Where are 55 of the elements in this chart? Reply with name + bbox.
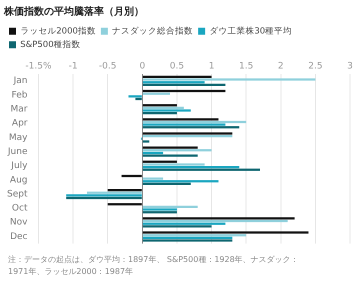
bar	[142, 168, 260, 171]
y-tick-label: Feb	[12, 90, 28, 100]
bar	[142, 211, 177, 214]
bar	[142, 146, 198, 149]
bar	[142, 126, 240, 128]
bar	[86, 192, 142, 194]
bar	[135, 98, 142, 100]
bar	[142, 225, 212, 228]
y-tick-label: Dec	[10, 232, 28, 242]
x-tick-label: 0.5	[170, 62, 184, 72]
legend-label: ラッセル2000指数	[20, 25, 96, 36]
bar	[108, 203, 142, 206]
y-tick-label: Aug	[10, 175, 28, 186]
bar	[142, 180, 218, 182]
x-tick-label: -1	[68, 62, 78, 72]
x-tick-label: 1.5	[239, 62, 254, 72]
y-tick-label: Nov	[10, 218, 28, 228]
bar	[142, 81, 205, 84]
legend-label: ダウ工業株30種平均	[209, 25, 292, 36]
bar	[108, 188, 142, 192]
y-tick-label: July	[10, 161, 28, 172]
x-tick-label: 0	[139, 62, 146, 72]
y-tick-label: Mar	[10, 104, 28, 115]
bar	[128, 95, 142, 98]
x-tick-label: -1.5%	[25, 62, 52, 72]
bar	[142, 135, 232, 138]
bar	[142, 104, 177, 106]
y-tick-label: Apr	[12, 118, 28, 129]
bar	[142, 140, 150, 143]
bar	[142, 118, 218, 120]
x-tick-label: 1	[208, 62, 214, 72]
bar	[142, 106, 184, 109]
x-tick-label: 2	[278, 62, 284, 72]
legend-label: ナスダック総合指数	[112, 25, 194, 36]
y-tick-label: May	[8, 132, 28, 143]
legend-label: S&P500種指数	[20, 38, 81, 50]
chart-title: 株価指数の平均騰落率（月別）	[3, 6, 144, 18]
x-tick-label: 2.5	[308, 62, 323, 72]
bar	[142, 84, 226, 86]
bar	[142, 160, 177, 163]
bar	[142, 112, 177, 114]
y-tick-label: Oct	[12, 204, 28, 214]
x-tick-label: 3	[347, 62, 353, 72]
y-tick-label: June	[6, 146, 28, 157]
bar	[142, 92, 170, 95]
y-tick-label: Jan	[12, 76, 28, 86]
bar	[142, 124, 226, 126]
bar	[122, 174, 142, 178]
x-tick-label: -0.5	[98, 62, 116, 72]
bar	[142, 234, 246, 236]
text: 注：データの起点は、ダウ平均：1897年、 S&P500種：1928年、ナスダック：1971年、ラッセル2000：1987年	[8, 254, 300, 278]
y-tick-label: Sept	[6, 189, 28, 200]
bar	[142, 149, 212, 152]
bar	[142, 236, 232, 239]
bar	[142, 222, 226, 225]
